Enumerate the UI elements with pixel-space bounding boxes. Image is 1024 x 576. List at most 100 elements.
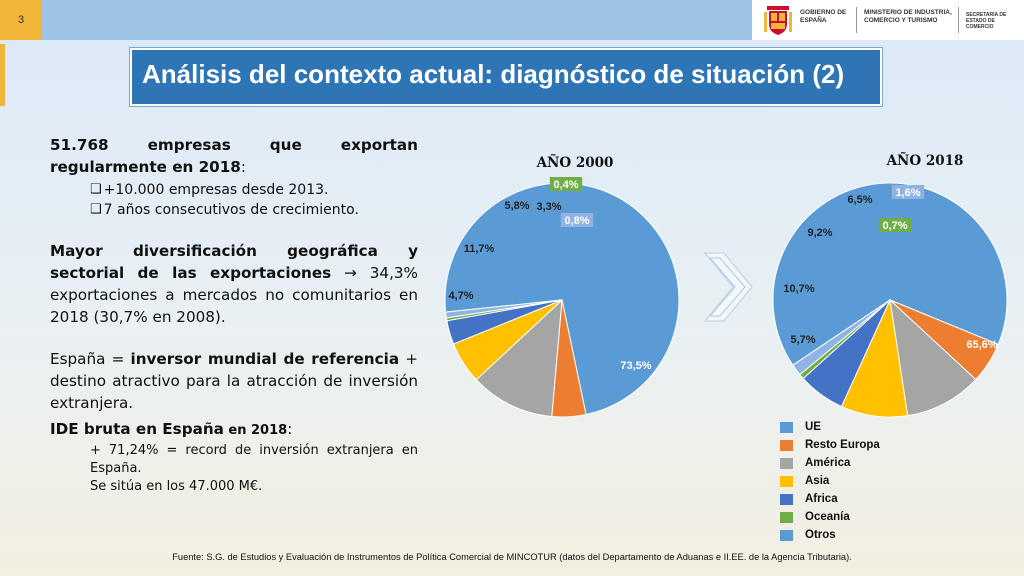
data-label-text: 4,7% (448, 290, 473, 302)
ministerio-text: MINISTERIO DE INDUSTRIA, COMERCIO Y TURI… (864, 9, 952, 24)
bullet-text: 7 años consecutivos de crecimiento. (103, 202, 359, 218)
data-label: 65,6% (966, 339, 997, 351)
data-label: 10,7% (783, 283, 814, 295)
paragraph-investor: España = inversor mundial de referencia … (50, 348, 418, 414)
pie-chart-2: AÑO 2018 65,6% 5,7% 10,7% 9,2% 6,5% 0,7% 1,6% (772, 153, 1008, 418)
chart-title: AÑO 2000 (536, 155, 614, 171)
legend-swatch (780, 457, 793, 469)
logo-divider (958, 7, 959, 33)
paragraph-diversification: Mayor diversificación geográfica y secto… (50, 240, 418, 328)
data-label-text: 3,3% (536, 201, 561, 213)
data-label-text: 10,7% (783, 283, 814, 295)
legend-item: América (780, 454, 880, 472)
diversification-text: → 34,3% exportaciones a mercados no comu… (50, 264, 418, 326)
checkbox-bullet-icon: ❑ (90, 202, 102, 217)
legend-label: Resto Europa (805, 439, 880, 451)
data-label-text: 6,5% (847, 194, 872, 206)
data-label-text: 9,2% (807, 227, 832, 239)
coat-of-arms-icon (764, 6, 792, 35)
chart-title: AÑO 2018 (886, 153, 964, 169)
legend-label: Oceanía (805, 511, 850, 523)
data-label-text: 65,6% (966, 339, 997, 351)
legend-label: Asia (805, 475, 830, 487)
legend-item: Otros (780, 526, 880, 544)
legend-swatch (780, 421, 793, 433)
checkbox-bullet-icon: ❑ (90, 182, 102, 197)
legend-item: Resto Europa (780, 436, 880, 454)
legend-swatch (780, 475, 793, 487)
data-label: 5,8% (504, 200, 529, 212)
data-label: 0,7% (878, 218, 912, 232)
legend-swatch (780, 529, 793, 541)
data-label-text: 73,5% (620, 360, 651, 372)
fdi-line: Se sitúa en los 47.000 M€. (90, 479, 263, 494)
bullet-text: +10.000 empresas desde 2013. (103, 182, 329, 198)
label-box (891, 185, 925, 199)
list-item: ❑ 7 años consecutivos de crecimiento. (90, 200, 418, 220)
left-text-panel: 51.768 empresas que exportan regularment… (50, 134, 418, 496)
exporters-heading: 51.768 empresas que exportan regularment… (50, 136, 418, 176)
data-label: 0,4% (549, 177, 583, 191)
data-label: 0,8% (560, 213, 594, 227)
data-label: 1,6% (891, 185, 925, 199)
legend-item: UE (780, 418, 880, 436)
data-label-text: 0,8% (564, 215, 589, 227)
data-label: 11,7% (464, 243, 495, 255)
label-box (549, 177, 583, 191)
data-label-text: 0,4% (553, 179, 578, 191)
legend-swatch (780, 493, 793, 505)
paragraph-fdi: IDE bruta en España en 2018: (50, 418, 418, 442)
diversification-heading: Mayor diversificación geográfica y secto… (50, 242, 418, 282)
legend-item: Africa (780, 490, 880, 508)
data-label-text: 5,7% (790, 334, 815, 346)
legend-item: Oceanía (780, 508, 880, 526)
legend-swatch (780, 439, 793, 451)
fdi-year: en 2018 (223, 423, 288, 438)
data-label: 3,3% (536, 201, 561, 213)
source-footer: Fuente: S.G. de Estudios y Evaluación de… (172, 552, 852, 562)
logo-divider (856, 7, 857, 33)
label-box (878, 218, 912, 232)
investor-prefix: España = (50, 350, 131, 368)
pie-slice-otros (792, 299, 891, 376)
pie-slice-américa (475, 298, 563, 418)
list-item: ❑ +10.000 empresas desde 2013. (90, 180, 418, 200)
gobierno-text: GOBIERNO DE ESPAÑA (800, 9, 847, 24)
paragraph-exporters: 51.768 empresas que exportan regularment… (50, 134, 418, 178)
header-logos: GOBIERNO DE ESPAÑA MINISTERIO DE INDUSTR… (752, 0, 1024, 40)
label-box (560, 213, 594, 227)
left-accent (0, 44, 5, 106)
data-label: 5,7% (790, 334, 815, 346)
legend-label: América (805, 457, 851, 469)
data-label-text: 11,7% (464, 243, 495, 255)
legend-swatch (780, 511, 793, 523)
fdi-colon: : (287, 420, 293, 438)
title-box: Análisis del contexto actual: diagnóstic… (132, 50, 880, 104)
data-label-text: 1,6% (895, 187, 920, 199)
fdi-heading: IDE bruta en España (50, 420, 224, 438)
data-label-text: 5,8% (504, 200, 529, 212)
data-label: 9,2% (807, 227, 832, 239)
pie-slice-ue (444, 182, 680, 416)
legend-label: UE (805, 421, 821, 433)
chart-legend: UE Resto Europa América Asia Africa Oceanía Ot… (780, 418, 880, 544)
data-label: 73,5% (620, 360, 651, 372)
exporters-colon: : (240, 158, 246, 176)
pie-slice-américa (889, 298, 977, 417)
chevron-arrow-icon (703, 252, 753, 322)
pie-slice-otros (445, 299, 563, 319)
legend-item: Asia (780, 472, 880, 490)
exporters-bullets: ❑ +10.000 empresas desde 2013. ❑ 7 años co… (90, 180, 418, 220)
fdi-line: + 71,24% = record de inversión extranjer… (90, 443, 418, 476)
data-label-text: 0,7% (882, 220, 907, 232)
investor-heading: inversor mundial de referencia (130, 350, 400, 368)
pie-chart-1: AÑO 2000 73,5% 4,7% 11,7% 5,8% 3,3% 0,4% 0,8% (444, 155, 680, 418)
legend-label: Otros (805, 529, 836, 541)
investor-text: + destino atractivo para la atracción de… (50, 350, 418, 412)
pie-slice-ue (772, 182, 1008, 366)
secretaria-text: SECRETARÍA DE ESTADO DE COMERCIO (966, 12, 1007, 30)
data-label: 6,5% (847, 194, 872, 206)
legend-label: Africa (805, 493, 838, 505)
page-title: Análisis del contexto actual: diagnóstic… (142, 59, 845, 89)
